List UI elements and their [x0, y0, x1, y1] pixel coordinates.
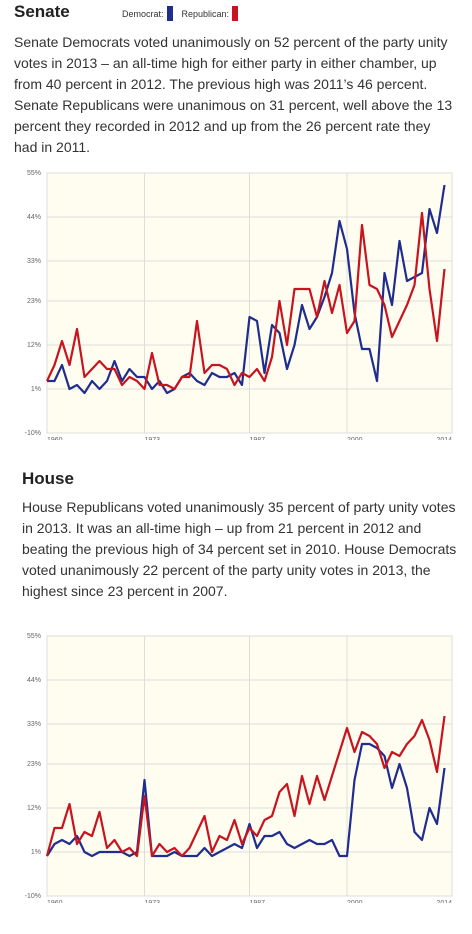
legend-swatch: [232, 6, 239, 21]
y-tick-label: 33%: [27, 721, 41, 728]
x-tick-label: 1987: [250, 900, 266, 903]
chart: -10% 1% 12% 23% 33% 44% 55% 1960 1973 1987 2000 201…: [25, 633, 453, 903]
x-tick-label: 2014: [436, 437, 452, 440]
x-tick-label: 2014: [436, 900, 452, 903]
chart-title: Senate: [14, 2, 70, 21]
y-tick-label: 12%: [27, 342, 41, 349]
legend: Democrat: Republican:: [122, 6, 244, 21]
x-tick-label: 1973: [145, 900, 161, 903]
chart: -10% 1% 12% 23% 33% 44% 55% 1960 1973 1987 2000 201…: [25, 170, 453, 440]
legend-label: Republican:: [181, 8, 230, 19]
x-tick-label: 1960: [47, 900, 63, 903]
legend-swatch: [166, 6, 173, 21]
y-tick-label: 12%: [27, 805, 41, 812]
x-tick-label: 1973: [145, 437, 161, 440]
y-tick-label: -10%: [25, 893, 41, 900]
description: Senate Democrats voted unanimously on 52…: [14, 34, 453, 155]
y-tick-label: 1%: [31, 849, 41, 856]
y-tick-label: 1%: [31, 386, 41, 393]
house-header: House: [22, 469, 74, 489]
x-tick-label: 2000: [347, 900, 363, 903]
y-tick-label: 23%: [27, 761, 41, 768]
y-tick-label: 44%: [27, 214, 41, 221]
series-line: [47, 184, 446, 395]
y-tick-label: -10%: [25, 430, 41, 437]
y-tick-label: 44%: [27, 677, 41, 684]
x-tick-label: 2000: [347, 437, 363, 440]
senate-header: Senate: [14, 2, 70, 22]
y-tick-label: 55%: [27, 170, 41, 177]
y-tick-label: 23%: [27, 298, 41, 305]
description: House Republicans voted unanimously 35 p…: [22, 499, 457, 599]
series-line: [45, 715, 446, 858]
x-tick-label: 1960: [47, 437, 63, 440]
chart-title: House: [22, 469, 74, 488]
y-tick-label: 55%: [27, 633, 41, 640]
y-tick-label: 33%: [27, 258, 41, 265]
series-line: [46, 211, 446, 391]
legend-label: Democrat:: [122, 8, 164, 19]
x-tick-label: 1987: [250, 437, 266, 440]
